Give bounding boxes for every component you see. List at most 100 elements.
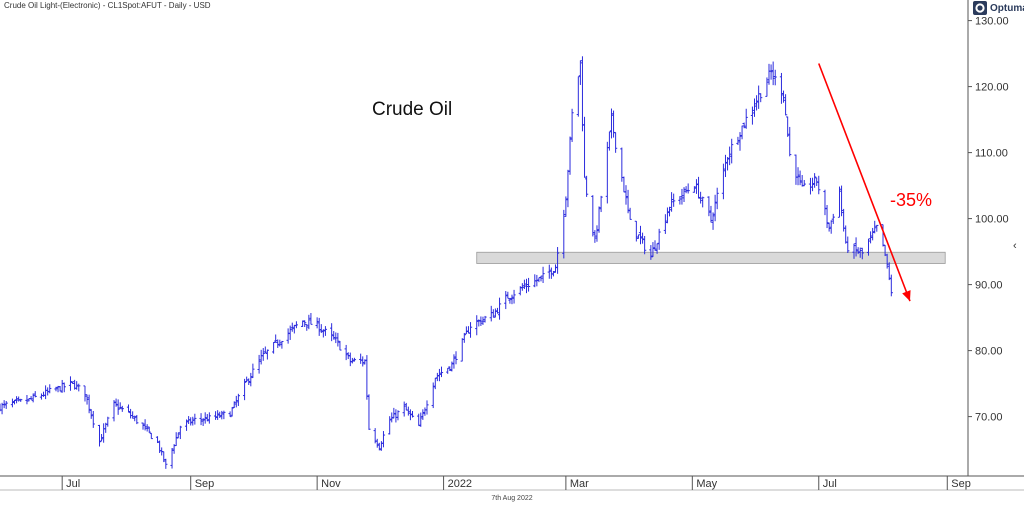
candle	[193, 413, 197, 425]
candle	[70, 381, 75, 384]
candle	[489, 305, 493, 322]
candle	[274, 334, 278, 343]
candle	[408, 409, 413, 421]
support-zone-layer	[476, 251, 946, 264]
candle	[102, 423, 106, 443]
candle	[773, 69, 777, 86]
candle	[873, 220, 877, 234]
candle	[288, 325, 292, 340]
candle	[330, 323, 334, 342]
candle	[149, 432, 153, 440]
candle	[539, 275, 543, 282]
candle	[643, 236, 647, 255]
candle	[338, 340, 342, 351]
candle	[483, 315, 487, 323]
candle	[549, 267, 553, 279]
candle	[135, 414, 139, 425]
candle	[433, 377, 437, 390]
candle	[889, 274, 893, 297]
candle	[856, 247, 860, 255]
candle	[827, 222, 831, 232]
candle	[794, 154, 798, 185]
candle	[640, 232, 645, 244]
y-tick-label: 110.00	[975, 148, 1008, 160]
candle	[813, 173, 817, 188]
candle	[201, 418, 205, 427]
candle	[280, 340, 284, 349]
candle	[147, 426, 151, 433]
candle	[624, 185, 628, 205]
candle	[721, 163, 726, 200]
candle	[203, 412, 207, 424]
candle	[477, 319, 481, 327]
x-tick-label: 2022	[448, 478, 472, 490]
candle	[566, 169, 570, 208]
y-tick-label: 70.00	[975, 412, 1003, 424]
candle	[392, 407, 396, 419]
candle	[866, 238, 871, 256]
candle	[381, 431, 386, 448]
candle	[798, 170, 802, 186]
candle	[696, 176, 701, 199]
candle	[257, 354, 261, 374]
candle	[205, 414, 209, 422]
candle	[278, 339, 282, 347]
candle	[651, 242, 655, 258]
optuma-logo-icon	[973, 1, 987, 15]
candle	[663, 214, 667, 234]
candle	[672, 193, 676, 207]
candle	[249, 372, 253, 387]
candle	[31, 393, 35, 403]
candle	[535, 274, 539, 287]
candle	[112, 400, 116, 422]
candle	[605, 141, 609, 204]
candle	[767, 63, 771, 85]
candle	[725, 157, 730, 171]
candle	[352, 357, 357, 362]
candle	[367, 394, 371, 430]
candle	[730, 138, 734, 164]
candle	[636, 234, 641, 239]
candle	[307, 314, 311, 330]
candle	[319, 324, 323, 333]
candle	[375, 438, 379, 448]
candle	[348, 352, 352, 367]
candle	[779, 72, 784, 104]
candle	[450, 361, 454, 372]
candle	[162, 451, 166, 463]
candle	[54, 386, 58, 392]
candle	[344, 344, 348, 361]
candle	[14, 396, 19, 404]
candle	[294, 321, 299, 329]
candle	[669, 192, 674, 212]
candle	[667, 206, 672, 217]
candle	[437, 368, 442, 382]
candle	[417, 413, 421, 427]
candle	[547, 264, 551, 279]
candle	[213, 411, 218, 420]
support-zone-band	[476, 251, 946, 264]
candle	[317, 317, 321, 336]
candle	[10, 398, 15, 408]
candle	[452, 354, 456, 369]
candle	[825, 205, 829, 229]
candle	[222, 410, 226, 420]
candle	[388, 416, 392, 435]
candle	[620, 147, 624, 182]
candle	[823, 189, 827, 216]
candle	[232, 401, 236, 409]
candle	[562, 209, 566, 259]
candle	[419, 412, 423, 427]
candle	[68, 376, 73, 391]
candle	[365, 355, 369, 400]
candle	[868, 231, 873, 244]
candle	[170, 447, 174, 469]
candle	[701, 196, 705, 208]
candle	[448, 366, 452, 371]
candle	[4, 401, 8, 409]
candle	[810, 177, 815, 192]
x-tick-label: Sep	[195, 478, 215, 490]
candle	[526, 277, 531, 292]
candle	[740, 125, 744, 140]
candle	[406, 406, 410, 416]
